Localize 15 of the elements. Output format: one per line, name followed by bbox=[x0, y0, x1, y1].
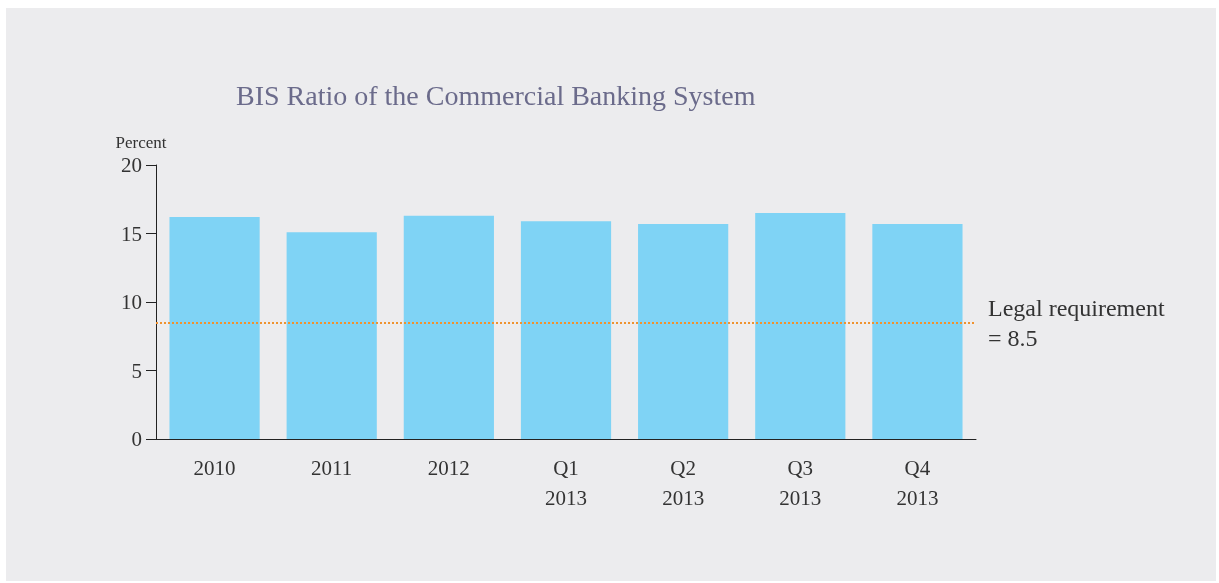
y-tick-label: 5 bbox=[131, 358, 142, 383]
x-tick-label: 2011 bbox=[311, 456, 353, 480]
y-tick-label: 15 bbox=[121, 221, 142, 246]
chart-title: BIS Ratio of the Commercial Banking System bbox=[236, 79, 756, 111]
x-tick-label: 2010 bbox=[193, 456, 236, 480]
x-tick-label: Q1 2013 bbox=[545, 456, 587, 510]
x-tick-label: Q3 2013 bbox=[779, 456, 822, 510]
x-tick-label: 2012 bbox=[427, 456, 470, 480]
ref-line-label: Legal requirement = 8.5 bbox=[988, 294, 1171, 351]
y-tick-label: 20 bbox=[121, 153, 142, 177]
x-tick-label: Q4 2013 bbox=[896, 456, 939, 510]
x-tick-label: Q2 2013 bbox=[662, 456, 705, 510]
y-tick-label: 0 bbox=[131, 427, 142, 451]
y-axis-title: Percent bbox=[115, 133, 167, 152]
y-tick-label: 10 bbox=[121, 290, 142, 314]
